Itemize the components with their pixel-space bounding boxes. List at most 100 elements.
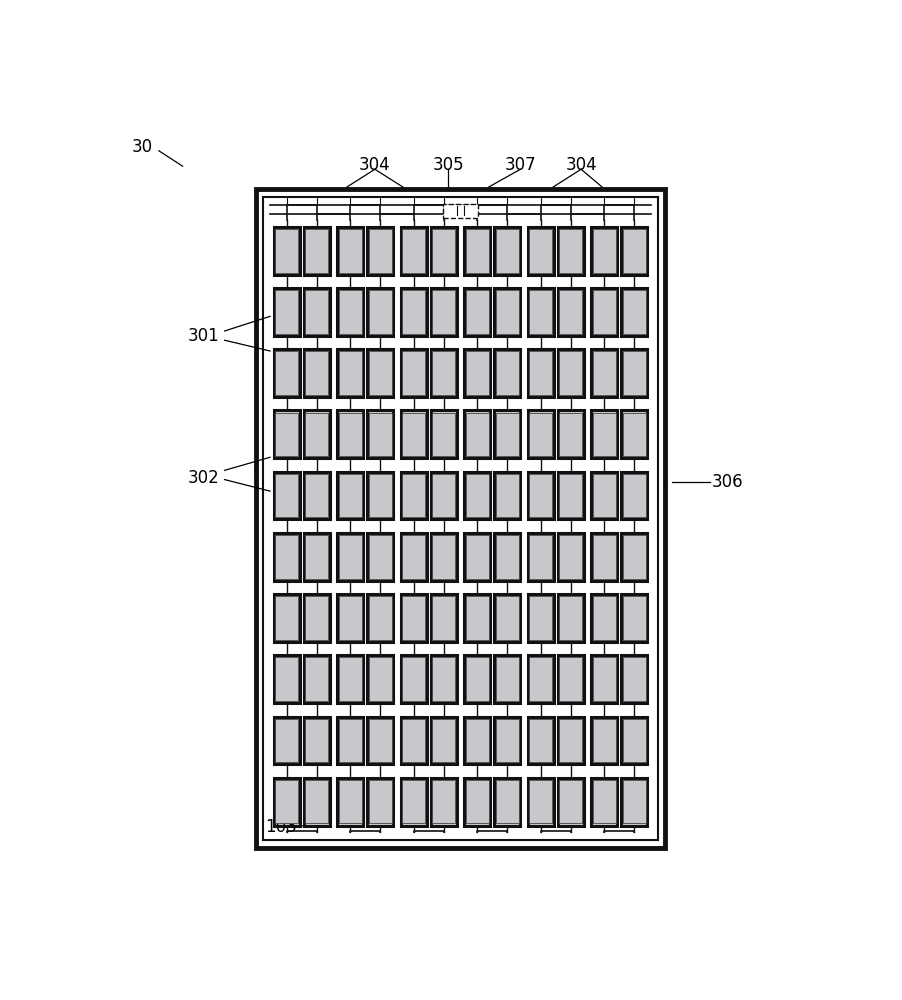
Bar <box>496 719 519 762</box>
Bar <box>402 719 425 762</box>
Bar <box>337 349 364 397</box>
Bar <box>400 778 427 826</box>
Bar <box>432 413 456 456</box>
Bar <box>304 778 330 826</box>
Bar <box>337 594 364 642</box>
Bar <box>430 655 457 703</box>
Bar <box>621 778 648 826</box>
Bar <box>559 596 582 640</box>
Bar <box>430 778 457 826</box>
Bar <box>623 535 646 579</box>
Bar <box>529 657 552 701</box>
Bar <box>465 717 491 764</box>
Bar <box>400 227 427 275</box>
Bar <box>339 229 362 273</box>
Bar <box>621 472 648 519</box>
Bar <box>466 780 489 823</box>
Bar <box>369 474 391 517</box>
Bar <box>400 594 427 642</box>
Bar <box>400 472 427 519</box>
Bar <box>593 290 616 334</box>
Bar <box>465 533 491 581</box>
Bar <box>494 717 520 764</box>
Bar <box>623 780 646 823</box>
Bar <box>369 229 391 273</box>
Bar <box>496 413 519 456</box>
Bar <box>275 229 299 273</box>
Bar <box>304 655 330 703</box>
Bar <box>432 719 456 762</box>
Text: 302: 302 <box>188 469 219 487</box>
Bar <box>367 472 393 519</box>
Bar <box>273 533 300 581</box>
Bar <box>430 349 457 397</box>
Bar <box>402 413 425 456</box>
Bar <box>275 535 299 579</box>
Bar <box>623 229 646 273</box>
Bar <box>402 351 425 395</box>
Bar <box>304 717 330 764</box>
Bar <box>557 717 584 764</box>
Bar <box>443 204 478 218</box>
Bar <box>273 717 300 764</box>
Bar <box>591 227 618 275</box>
Bar <box>591 288 618 336</box>
Bar <box>402 535 425 579</box>
Bar <box>339 351 362 395</box>
Bar <box>367 655 393 703</box>
Bar <box>339 596 362 640</box>
Bar <box>529 719 552 762</box>
Bar <box>528 472 554 519</box>
Bar <box>528 717 554 764</box>
Bar <box>591 472 618 519</box>
Bar <box>273 227 300 275</box>
Bar <box>337 288 364 336</box>
Bar <box>494 472 520 519</box>
Bar <box>529 290 552 334</box>
Bar <box>496 474 519 517</box>
Bar <box>466 290 489 334</box>
Text: 304: 304 <box>359 156 391 174</box>
Bar <box>593 474 616 517</box>
Bar <box>432 229 456 273</box>
Bar <box>593 719 616 762</box>
Bar <box>466 474 489 517</box>
Bar <box>402 596 425 640</box>
Bar <box>621 288 648 336</box>
Bar <box>465 655 491 703</box>
Bar <box>494 349 520 397</box>
Bar <box>465 410 491 458</box>
Bar <box>306 290 328 334</box>
Bar <box>400 533 427 581</box>
Bar <box>529 351 552 395</box>
Bar <box>593 413 616 456</box>
Bar <box>430 472 457 519</box>
Bar <box>623 474 646 517</box>
Bar <box>402 229 425 273</box>
Bar <box>369 719 391 762</box>
Bar <box>367 594 393 642</box>
Bar <box>339 474 362 517</box>
Bar <box>337 227 364 275</box>
Bar <box>306 413 328 456</box>
Bar <box>529 229 552 273</box>
Bar <box>304 594 330 642</box>
Bar <box>621 655 648 703</box>
Bar <box>465 472 491 519</box>
Bar <box>529 474 552 517</box>
Bar <box>367 717 393 764</box>
Bar <box>430 288 457 336</box>
Bar <box>591 594 618 642</box>
Bar <box>337 472 364 519</box>
Bar <box>465 227 491 275</box>
Bar <box>494 227 520 275</box>
Bar <box>557 410 584 458</box>
Bar <box>273 778 300 826</box>
Bar <box>593 780 616 823</box>
Bar <box>400 410 427 458</box>
Text: 307: 307 <box>504 156 536 174</box>
Bar <box>466 229 489 273</box>
Bar <box>263 197 658 840</box>
Bar <box>306 657 328 701</box>
Bar <box>623 413 646 456</box>
